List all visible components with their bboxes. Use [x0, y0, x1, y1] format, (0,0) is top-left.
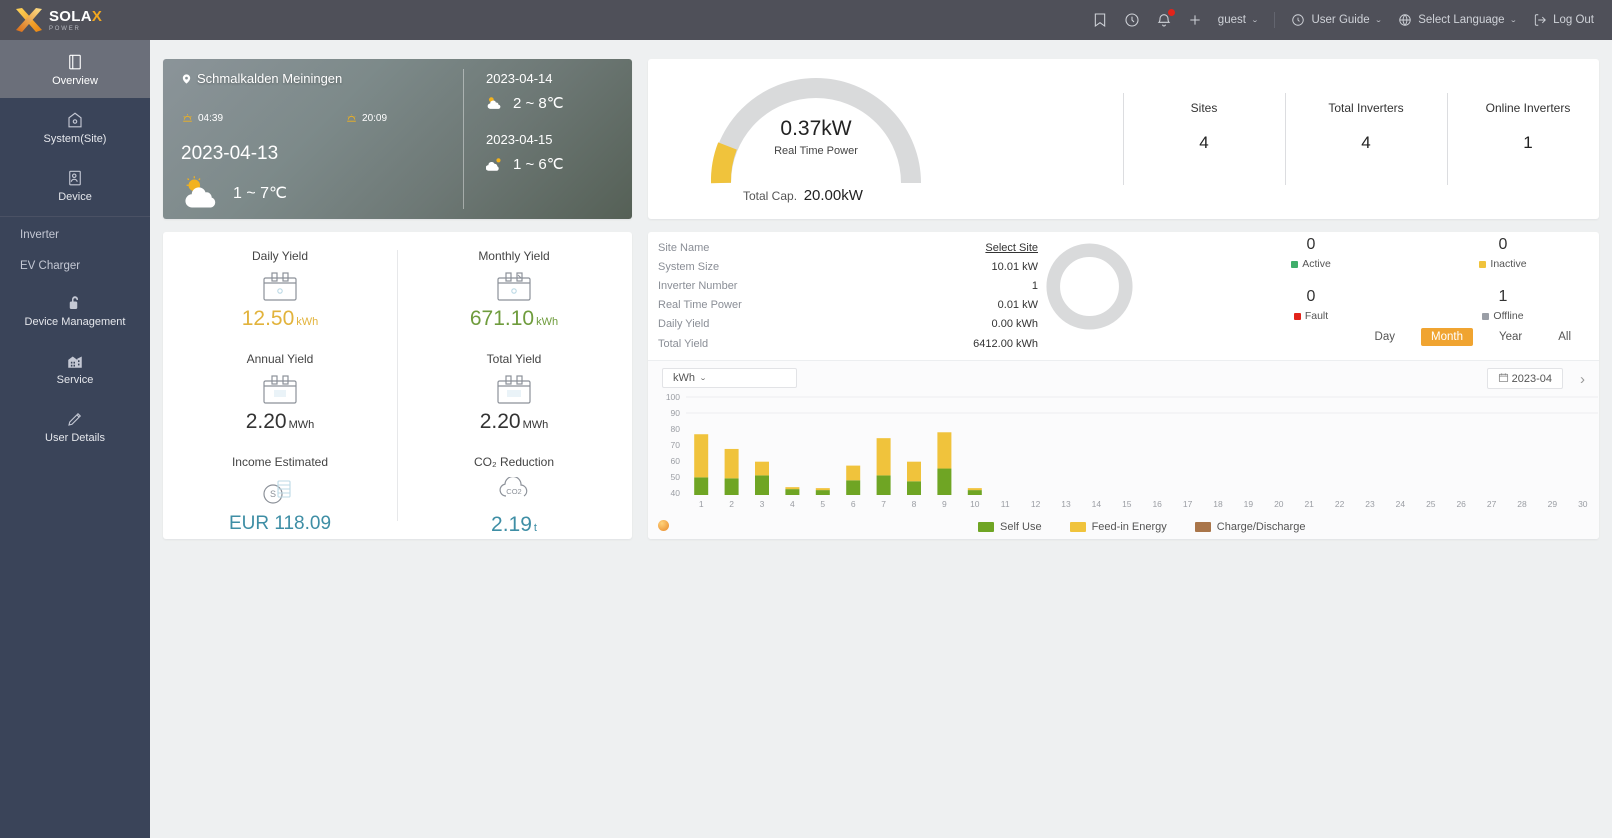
svg-text:2: 2 — [729, 499, 734, 509]
svg-text:1: 1 — [699, 499, 704, 509]
svg-text:12: 12 — [1031, 499, 1041, 509]
svg-text:27: 27 — [1487, 499, 1497, 509]
svg-text:28: 28 — [1517, 499, 1527, 509]
svg-text:21: 21 — [1304, 499, 1314, 509]
svg-text:70: 70 — [671, 440, 681, 450]
svg-text:90: 90 — [671, 408, 681, 418]
svg-text:29: 29 — [1548, 499, 1558, 509]
svg-text:100: 100 — [666, 392, 680, 402]
svg-text:3: 3 — [760, 499, 765, 509]
svg-text:15: 15 — [1122, 499, 1132, 509]
svg-text:8: 8 — [912, 499, 917, 509]
svg-text:30: 30 — [1578, 499, 1588, 509]
svg-text:24: 24 — [1396, 499, 1406, 509]
svg-text:14: 14 — [1092, 499, 1102, 509]
svg-text:18: 18 — [1213, 499, 1223, 509]
svg-text:17: 17 — [1183, 499, 1193, 509]
svg-text:5: 5 — [820, 499, 825, 509]
svg-text:22: 22 — [1335, 499, 1345, 509]
svg-text:9: 9 — [942, 499, 947, 509]
svg-text:60: 60 — [671, 456, 681, 466]
svg-text:23: 23 — [1365, 499, 1375, 509]
svg-text:40: 40 — [671, 488, 681, 498]
svg-text:S: S — [270, 489, 276, 499]
svg-text:25: 25 — [1426, 499, 1436, 509]
svg-text:CO2: CO2 — [506, 487, 521, 496]
svg-text:6: 6 — [851, 499, 856, 509]
svg-text:20: 20 — [1274, 499, 1284, 509]
svg-text:16: 16 — [1152, 499, 1162, 509]
svg-text:26: 26 — [1456, 499, 1466, 509]
svg-text:7: 7 — [881, 499, 886, 509]
svg-text:10: 10 — [970, 499, 980, 509]
svg-text:80: 80 — [671, 424, 681, 434]
svg-text:50: 50 — [671, 472, 681, 482]
svg-text:19: 19 — [1244, 499, 1254, 509]
svg-text:11: 11 — [1001, 499, 1010, 509]
svg-text:13: 13 — [1061, 499, 1071, 509]
svg-text:4: 4 — [790, 499, 795, 509]
